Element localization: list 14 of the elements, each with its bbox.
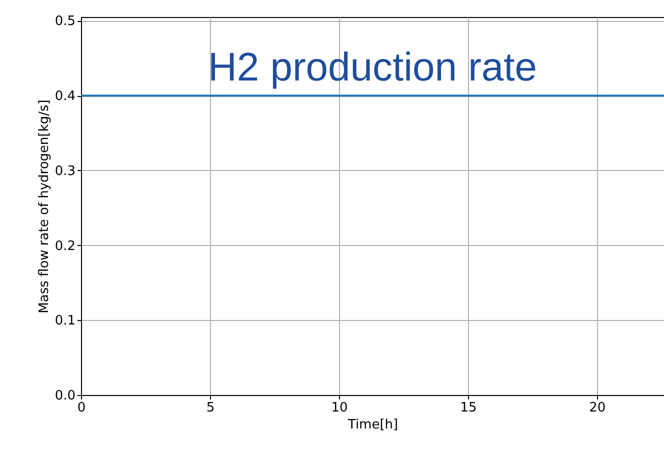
x-axis-title: Time[h] [346,418,398,432]
x-tick-label: 5 [206,400,215,416]
y-tick-label: 0.5 [54,14,76,30]
x-tick-label: 0 [77,400,86,416]
y-tick-label: 0.4 [54,89,76,104]
x-tick-label: 15 [460,400,477,416]
x-tick-label: 10 [331,400,348,416]
y-tick-label: 0.0 [54,388,76,404]
y-axis-title: Mass flow rate of hydrogen[kg/s] [36,100,52,314]
y-tick-label: 0.2 [54,238,76,254]
x-tick-label: 20 [589,400,606,416]
y-tick-label: 0.3 [54,164,76,179]
text: H2 production rate [208,46,538,90]
y-tick-label: 0.1 [54,314,76,329]
